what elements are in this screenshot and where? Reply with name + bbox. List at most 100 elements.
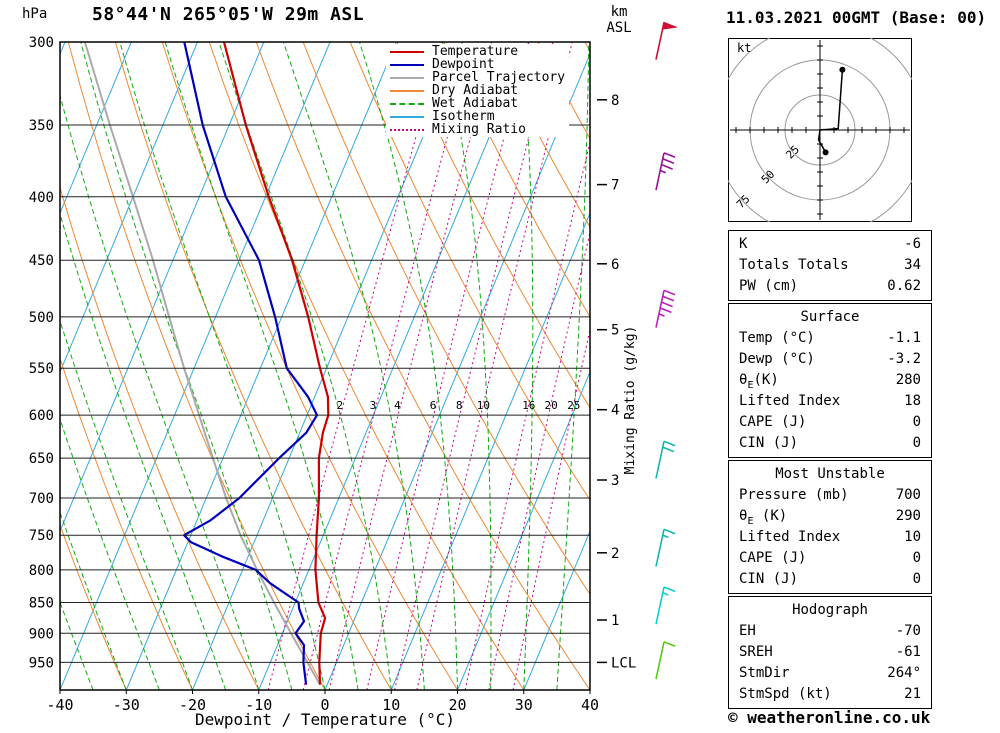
wind-barb-half-feather (659, 169, 667, 174)
x-tick-label: 10 (382, 696, 400, 714)
isotherm-line (60, 42, 265, 533)
isotherm-line (60, 42, 132, 215)
table-row: Totals Totals 34 (729, 255, 931, 276)
wind-barb-feather (663, 641, 676, 648)
pressure-tick-label: 800 (29, 563, 54, 579)
hodograph-point (822, 149, 829, 156)
table-title: Surface (800, 309, 860, 325)
x-tick-label: -30 (113, 696, 140, 714)
wet-adiabat-line (556, 42, 590, 690)
table-row: Lifted Index 18 (729, 391, 931, 412)
station-title: 58°44'N 265°05'W 29m ASL (92, 4, 365, 25)
pressure-tick-label: 550 (29, 361, 54, 377)
wet-adiabat-line (119, 42, 326, 690)
legend-item: Dry Adiabat (390, 83, 565, 98)
legend-item: Wet Adiabat (390, 96, 565, 111)
x-tick-label: -40 (46, 696, 73, 714)
table-row: StmSpd (kt) 21 (729, 684, 931, 705)
legend-item: Isotherm (390, 109, 565, 124)
mixing-ratio-axis-label: Mixing Ratio (g/kg) (623, 326, 638, 475)
table-row-label: StmDir (739, 665, 790, 681)
table-row: SREH -61 (729, 642, 931, 663)
isotherm-line (457, 370, 590, 690)
table-row-value: 290 (895, 508, 921, 524)
hodograph-point (839, 66, 846, 73)
table-row: CIN (J) 0 (729, 569, 931, 590)
pressure-tick-label: 900 (29, 626, 54, 642)
table-row-label: PW (cm) (739, 278, 799, 294)
table-row: StmDir 264° (729, 663, 931, 684)
km-tick-label: 2 (611, 546, 619, 562)
km-tick-label: 8 (611, 93, 619, 109)
indices-table: Most Unstable Pressure (mb) 700 θE (K) 290 Li… (728, 460, 932, 594)
dry-adiabat-line (349, 42, 590, 501)
mixing-ratio-value-label: 4 (394, 399, 401, 412)
pressure-tick-label: 650 (29, 451, 54, 467)
wind-barb-staff (655, 641, 665, 680)
table-row-value: 18 (904, 393, 921, 409)
pressure-tick-label: 400 (29, 190, 54, 206)
dewpoint-curve (183, 42, 319, 685)
background-lines (60, 42, 710, 690)
altitude-unit-km: km (610, 4, 628, 20)
legend-item: Parcel Trajectory (390, 70, 566, 85)
isotherm-line (589, 688, 590, 690)
pressure-tick-label: 950 (29, 655, 54, 671)
table-row-value: 0 (912, 414, 921, 430)
x-tick-label: -10 (245, 696, 272, 714)
hodograph-unit-label: kt (737, 41, 751, 55)
dry-adiabat-line (255, 42, 590, 690)
legend-item: Temperature (390, 44, 565, 59)
mixing-ratio-value-label: 8 (456, 399, 463, 412)
wind-barb-feather (663, 289, 676, 296)
hodograph-trace (817, 69, 844, 153)
isotherm-line (60, 42, 331, 690)
table-row: Lifted Index 10 (729, 527, 931, 548)
table-row-label: SREH (739, 644, 773, 660)
legend-item-label: Mixing Ratio (432, 122, 526, 137)
table-row-label: Pressure (mb) (739, 487, 849, 503)
isotherm-line (523, 529, 590, 690)
mixing-ratio-line (488, 230, 590, 690)
table-row: θE(K) 280 (729, 370, 931, 391)
pressure-tick-label: 700 (29, 491, 54, 507)
table-row-label: CIN (J) (739, 571, 799, 587)
table-row: Pressure (mb) 700 (729, 485, 931, 506)
wet-adiabat-line (359, 42, 458, 690)
km-tick-label: 6 (611, 257, 619, 273)
table-row: PW (cm) 0.62 (729, 276, 931, 297)
dry-adiabat-line (490, 42, 590, 229)
x-tick-label: 30 (515, 696, 533, 714)
table-row-value: -70 (895, 623, 921, 639)
table-row: EH -70 (729, 621, 931, 642)
legend-item-label: Wet Adiabat (432, 96, 519, 111)
wind-barb-feather (663, 528, 676, 535)
table-row: CAPE (J) 0 (729, 548, 931, 569)
datetime-title: 11.03.2021 00GMT (Base: 00) (726, 8, 987, 27)
mixing-ratio-line (464, 140, 590, 690)
mixing-ratio-value-label: 6 (430, 399, 437, 412)
wind-barb-feather (662, 157, 675, 164)
dry-adiabat-line (632, 42, 710, 690)
legend-line-swatch (390, 89, 424, 92)
wind-barb-half-feather (662, 592, 669, 596)
mixing-ratio-line (416, 42, 573, 690)
km-tick-label: LCL (611, 655, 636, 671)
x-tick-label: -20 (179, 696, 206, 714)
table-row-value: 0 (912, 571, 921, 587)
table-row-value: 700 (895, 487, 921, 503)
wind-barb-feather (663, 440, 676, 447)
table-title: Hodograph (792, 602, 868, 618)
legend-line-swatch (390, 76, 424, 79)
legend-item-label: Parcel Trajectory (432, 70, 566, 85)
table-row-value: 280 (895, 372, 921, 388)
table-row-label: Lifted Index (739, 529, 841, 545)
km-tick-label: 7 (611, 178, 619, 194)
altitude-axis-unit: km ASL (596, 4, 642, 36)
plot-border (59, 41, 591, 691)
table-row: Temp (°C) -1.1 (729, 328, 931, 349)
table-row-label: CAPE (J) (739, 414, 807, 430)
pressure-axis-unit: hPa (22, 6, 48, 22)
table-row: CIN (J) 0 (729, 433, 931, 454)
dry-adiabat-line (396, 42, 590, 409)
